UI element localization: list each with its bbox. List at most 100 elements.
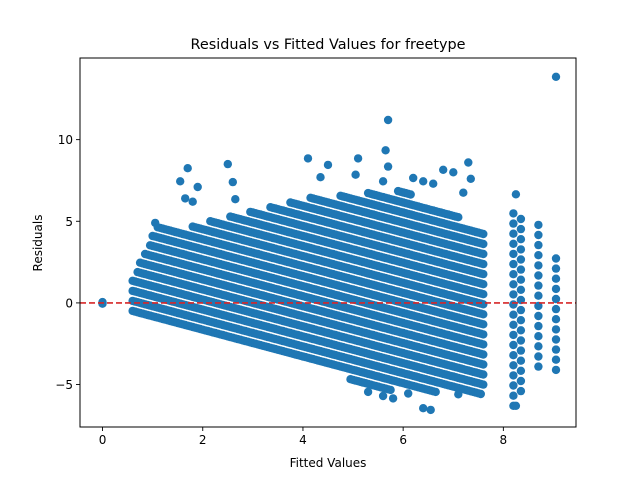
data-point [534,321,543,331]
data-point [534,342,543,351]
x-ticks: 0 2 4 6 8 [99,427,507,447]
data-point [516,336,526,345]
data-point [509,259,518,269]
data-point [479,360,488,369]
x-tick-label: 2 [199,433,207,447]
data-point [516,214,526,224]
data-point [479,280,488,289]
data-point [409,173,418,183]
data-point [381,146,390,155]
data-point [551,355,561,364]
data-point [383,162,393,171]
data-point [509,361,518,370]
data-point [378,177,388,186]
data-point [363,387,373,397]
data-point [231,195,240,204]
data-point [479,259,488,269]
data-point [98,297,107,307]
data-point [479,340,488,349]
data-point [479,350,488,359]
data-point [516,245,526,254]
y-ticks: −5 0 5 10 [55,133,80,392]
data-point [534,230,543,240]
x-tick-label: 4 [299,433,307,447]
data-point [551,72,561,82]
data-point [516,235,526,244]
data-point [511,190,521,199]
data-point [509,249,518,259]
data-point [516,366,526,375]
data-point [509,239,518,248]
data-point [534,352,543,361]
data-point [551,365,561,375]
data-point [426,405,435,415]
data-point [479,330,488,339]
data-point [551,264,561,273]
data-point [516,386,526,396]
data-point [176,177,185,186]
data-point [188,197,197,206]
data-point [323,160,333,170]
x-tick-label: 8 [500,433,508,447]
y-tick-label: −5 [55,378,73,392]
data-point [534,271,543,280]
data-point [479,269,488,279]
data-point [509,209,518,218]
data-point [509,290,518,299]
data-point [534,220,543,230]
data-point [449,168,458,177]
data-point [479,229,488,239]
data-point [516,346,526,355]
data-point [386,385,395,395]
data-point [509,229,518,238]
data-point [459,188,468,197]
data-point [509,391,518,400]
y-axis-label: Residuals [31,215,45,272]
data-point [509,320,518,329]
data-point [516,376,526,386]
data-point [406,190,415,199]
plot-frame [79,57,577,428]
chart-title: Residuals vs Fitted Values for freetype [191,37,466,53]
data-point [464,158,473,167]
data-point [516,305,526,315]
data-point [316,173,325,182]
data-point [479,380,488,389]
data-point [351,170,360,179]
data-point [551,304,561,314]
data-point [479,320,488,329]
data-point [551,335,561,344]
data-point [551,284,561,294]
data-point [516,224,526,234]
data-point [454,390,463,399]
data-point [551,294,561,304]
data-point [516,265,526,274]
data-point [509,270,518,279]
y-tick-label: 10 [58,133,73,147]
data-point [534,240,543,250]
data-point [223,159,232,169]
data-point [404,389,413,398]
data-point [509,300,518,309]
data-point [516,326,526,335]
data-point [551,254,561,263]
data-point [509,219,518,228]
data-point [479,370,488,379]
data-point [151,218,160,228]
data-point [551,325,561,334]
data-point [509,280,518,289]
data-point [516,275,526,284]
data-point [388,394,398,403]
data-point [511,401,521,410]
data-point [183,164,192,173]
x-tick-label: 0 [99,433,107,447]
data-point [419,404,428,413]
data-point [509,330,518,340]
data-point [516,356,526,365]
data-point [509,310,518,319]
y-tick-label: 0 [65,296,73,310]
data-point [193,182,202,192]
data-point [509,351,518,360]
data-point [228,177,237,187]
data-point [516,295,526,305]
